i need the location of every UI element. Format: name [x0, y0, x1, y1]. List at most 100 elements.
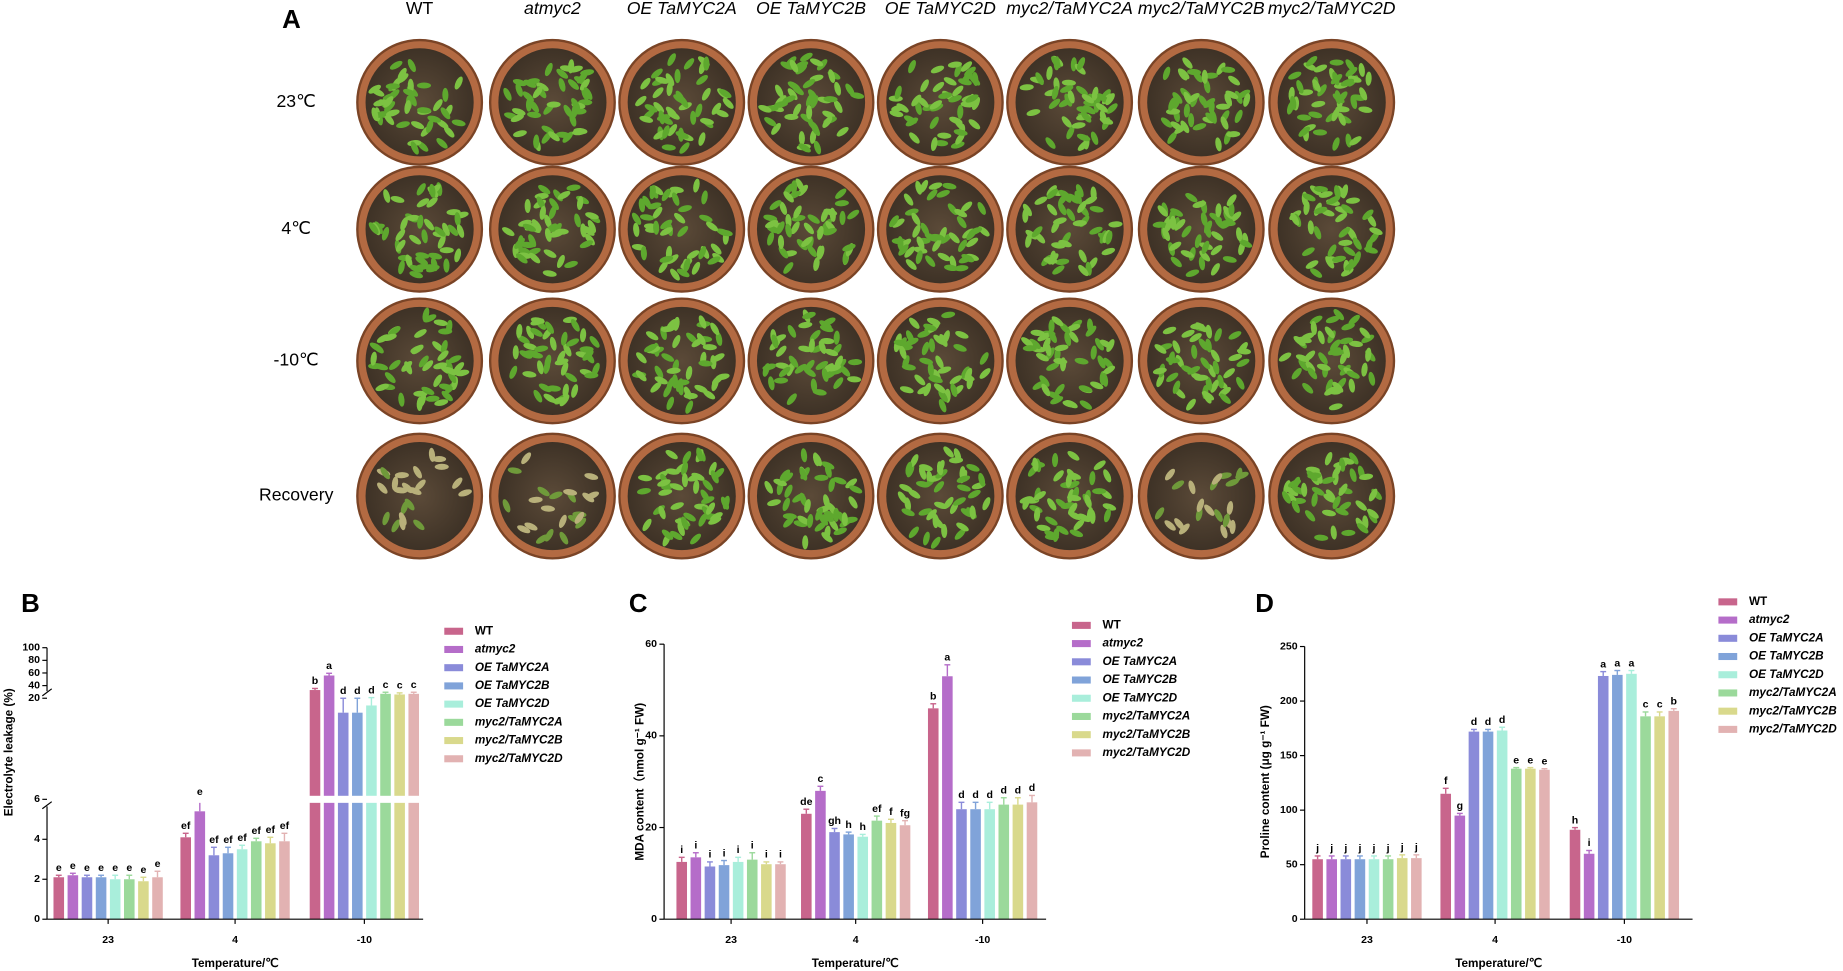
y-tick-label: 4 — [34, 833, 40, 845]
leaf — [892, 218, 905, 228]
leaf — [1081, 94, 1094, 104]
leaf — [817, 225, 824, 240]
leaf — [393, 487, 408, 494]
leaf — [582, 350, 594, 361]
leaf — [1041, 383, 1051, 397]
leaf — [799, 467, 808, 481]
leaf — [416, 82, 432, 89]
leaf — [569, 65, 583, 73]
leaf — [706, 221, 719, 232]
leaf — [908, 526, 919, 539]
y-tick-label: 100 — [1280, 804, 1298, 816]
leaf — [1332, 465, 1342, 479]
leaf — [1066, 208, 1076, 222]
leaf — [683, 512, 696, 522]
leaf — [1291, 500, 1300, 514]
leaf — [1298, 359, 1309, 371]
leaf — [822, 116, 833, 128]
leaf — [815, 360, 829, 370]
leaf — [503, 87, 512, 101]
significance-letter: ef — [223, 834, 233, 846]
leaf — [781, 472, 794, 483]
leaf — [657, 479, 671, 487]
bar — [718, 865, 730, 920]
leaf — [535, 534, 549, 544]
leaf — [1303, 200, 1310, 215]
leaf — [971, 96, 981, 111]
leaf — [942, 182, 957, 190]
leaf — [1228, 331, 1242, 340]
leaf — [1058, 239, 1072, 248]
leaf — [1164, 468, 1175, 481]
leaf — [1039, 375, 1050, 387]
leaf — [549, 336, 557, 351]
leaf — [1341, 204, 1354, 214]
leaf — [1221, 66, 1236, 73]
leaf — [410, 141, 419, 155]
legend-label: OE TaMYC2D — [475, 697, 550, 710]
leaf — [660, 227, 673, 236]
leaf — [893, 339, 908, 347]
leaf — [821, 461, 835, 470]
leaf — [453, 362, 465, 374]
leaf — [1212, 360, 1220, 375]
leaf — [720, 496, 730, 510]
leaf — [569, 113, 577, 127]
bar — [1612, 674, 1623, 920]
leaf — [1341, 322, 1355, 331]
leaf — [1051, 85, 1059, 100]
leaf — [901, 364, 916, 371]
leaf — [810, 58, 824, 67]
leaf — [845, 83, 855, 96]
leaf — [1080, 111, 1092, 123]
significance-letter: i — [765, 849, 768, 861]
leaf — [783, 262, 794, 274]
leaf — [575, 517, 587, 529]
leaf — [1044, 342, 1052, 357]
leaf — [394, 472, 409, 479]
leaf — [454, 76, 463, 90]
y-tick-label: 50 — [1286, 858, 1298, 870]
significance-letter: e — [112, 862, 118, 874]
leaf — [442, 222, 450, 236]
leaf — [1090, 381, 1104, 390]
bar — [236, 849, 248, 920]
bar — [53, 877, 65, 920]
leaf — [658, 489, 673, 496]
leaf — [548, 205, 557, 220]
leaf — [953, 344, 967, 352]
significance-letter: i — [680, 844, 683, 856]
leaf — [536, 82, 549, 92]
bar — [1368, 859, 1380, 920]
leaf — [1054, 383, 1065, 396]
leaf — [954, 208, 968, 218]
leaf — [584, 372, 599, 379]
leaf — [1061, 79, 1076, 86]
leaf — [954, 118, 965, 130]
leaf — [1215, 103, 1231, 110]
leaf — [406, 214, 421, 221]
bar — [208, 855, 220, 920]
leaf — [1074, 190, 1082, 205]
legend-label: myc2/TaMYC2B — [1103, 728, 1191, 741]
leaf — [917, 385, 931, 395]
leaf — [631, 212, 642, 225]
leaf — [937, 132, 952, 139]
leaf — [389, 359, 401, 370]
leaf — [411, 344, 424, 355]
bar — [337, 712, 349, 920]
legend-label: OE TaMYC2D — [1103, 691, 1178, 704]
leaf — [653, 220, 660, 235]
legend-swatch — [1718, 689, 1738, 697]
leaf — [1075, 184, 1084, 198]
leaf — [574, 511, 585, 524]
leaf — [848, 496, 858, 509]
leaf — [677, 522, 685, 537]
leaf — [659, 255, 674, 263]
leaf — [549, 491, 563, 500]
plant-pot — [488, 432, 616, 560]
leaf — [1335, 212, 1348, 223]
y-tick-label: 6 — [34, 793, 40, 805]
leaf — [538, 383, 552, 393]
leaf — [391, 476, 399, 491]
